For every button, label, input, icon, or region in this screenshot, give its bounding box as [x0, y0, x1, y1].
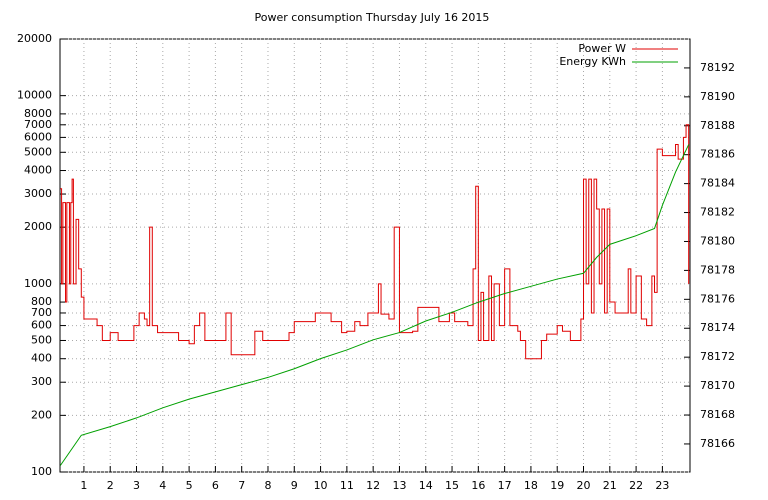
y2-tick-label: 78180: [700, 234, 735, 247]
x-tick-label: 20: [577, 479, 591, 492]
y2-tick-label: 78186: [700, 148, 735, 161]
x-tick-label: 5: [186, 479, 193, 492]
y-tick-label: 10000: [17, 89, 52, 102]
series-line: [59, 144, 690, 466]
x-tick-label: 19: [550, 479, 564, 492]
y2-tick-label: 78170: [700, 379, 735, 392]
legend-label: Energy KWh: [559, 55, 626, 68]
y-tick-label: 7000: [24, 118, 52, 131]
y2-tick-label: 78184: [700, 177, 735, 190]
x-tick-label: 18: [524, 479, 538, 492]
y-tick-label: 400: [31, 352, 52, 365]
y-tick-label: 6000: [24, 130, 52, 143]
y2-tick-label: 78188: [700, 119, 735, 132]
y-tick-label: 4000: [24, 164, 52, 177]
y-tick-label: 3000: [24, 187, 52, 200]
y-tick-label: 5000: [24, 145, 52, 158]
x-tick-label: 3: [133, 479, 140, 492]
x-tick-label: 17: [498, 479, 512, 492]
y2-tick-label: 78174: [700, 321, 735, 334]
chart-title: Power consumption Thursday July 16 2015: [255, 11, 490, 24]
y-tick-label: 100: [31, 465, 52, 478]
y-tick-label: 500: [31, 333, 52, 346]
y-tick-label: 8000: [24, 107, 52, 120]
x-tick-label: 21: [603, 479, 617, 492]
x-tick-label: 1: [80, 479, 87, 492]
x-tick-label: 12: [366, 479, 380, 492]
x-tick-label: 13: [392, 479, 406, 492]
y2-tick-label: 78168: [700, 408, 735, 421]
x-tick-label: 23: [655, 479, 669, 492]
y-tick-label: 800: [31, 295, 52, 308]
x-tick-label: 11: [340, 479, 354, 492]
y-tick-label: 20000: [17, 32, 52, 45]
x-tick-label: 16: [471, 479, 485, 492]
y-tick-label: 200: [31, 408, 52, 421]
y-tick-label: 1000: [24, 277, 52, 290]
x-tick-label: 7: [238, 479, 245, 492]
x-tick-label: 2: [107, 479, 114, 492]
y2-tick-label: 78190: [700, 90, 735, 103]
legend-label: Power W: [578, 42, 626, 55]
series-line: [60, 124, 690, 360]
y2-tick-label: 78172: [700, 350, 735, 363]
y-tick-label: 600: [31, 319, 52, 332]
y2-tick-label: 78166: [700, 437, 735, 450]
x-tick-label: 4: [159, 479, 166, 492]
y-tick-label: 700: [31, 306, 52, 319]
y-tick-label: 300: [31, 375, 52, 388]
plot-frame: [59, 38, 691, 473]
y2-tick-label: 78182: [700, 206, 735, 219]
x-tick-label: 14: [419, 479, 433, 492]
y2-tick-label: 78192: [700, 61, 735, 74]
x-tick-label: 8: [264, 479, 271, 492]
x-tick-label: 9: [291, 479, 298, 492]
x-tick-label: 15: [445, 479, 459, 492]
y-tick-label: 2000: [24, 220, 52, 233]
y2-tick-label: 78176: [700, 292, 735, 305]
y2-tick-label: 78178: [700, 263, 735, 276]
x-tick-label: 6: [212, 479, 219, 492]
x-tick-label: 22: [629, 479, 643, 492]
x-tick-label: 10: [314, 479, 328, 492]
